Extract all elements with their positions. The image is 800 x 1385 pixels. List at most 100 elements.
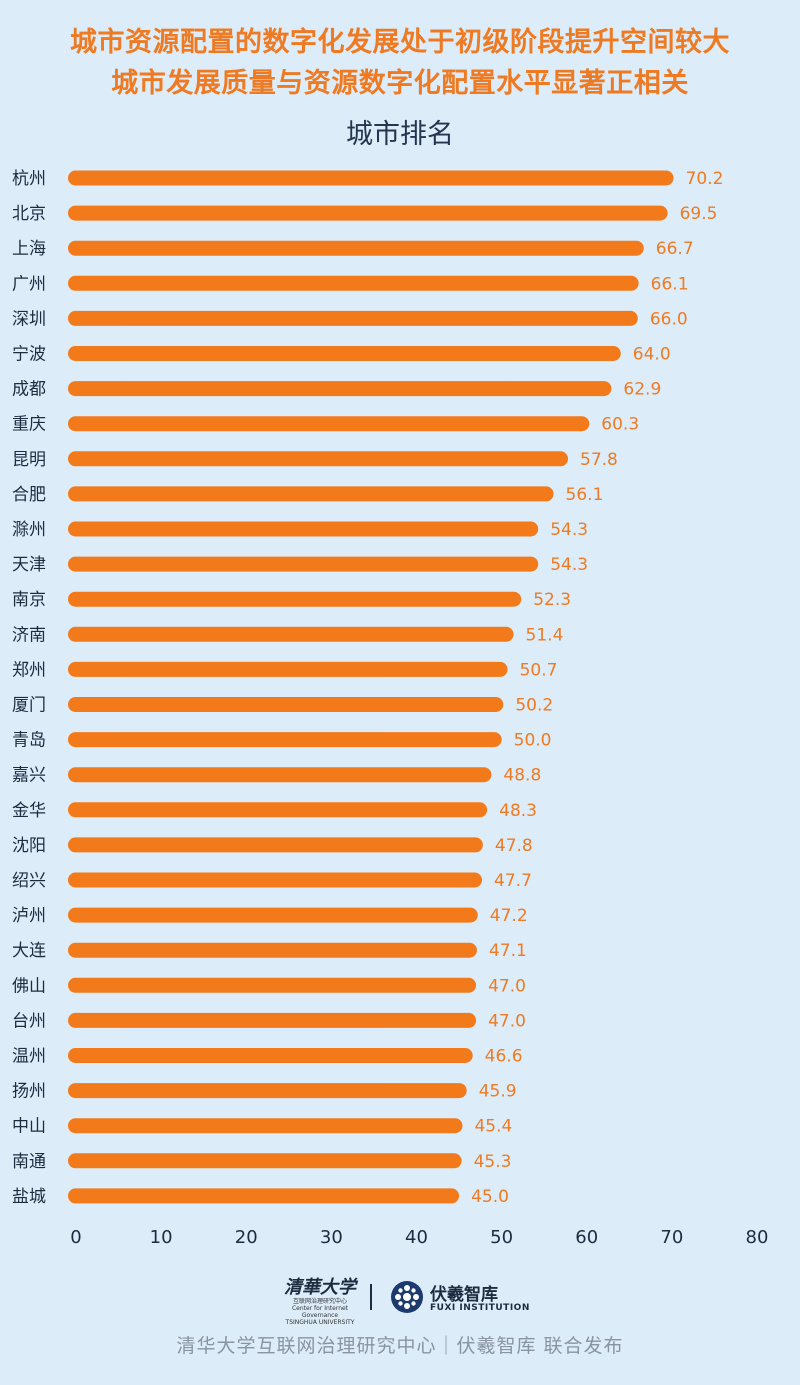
chart-title: 城市排名 xyxy=(346,119,454,150)
value-label: 47.2 xyxy=(490,906,528,926)
x-tick-label: 20 xyxy=(235,1227,258,1248)
value-label: 54.3 xyxy=(550,555,588,575)
bar xyxy=(68,1118,463,1134)
value-label: 57.8 xyxy=(580,450,618,470)
bar xyxy=(68,1188,460,1204)
category-label: 南通 xyxy=(12,1152,46,1172)
category-label: 台州 xyxy=(12,1011,46,1031)
category-label: 金华 xyxy=(12,801,46,821)
tsinghua-logo-sub-3: TSINGHUA UNIVERSITY xyxy=(285,1319,355,1326)
footer-credit: 清华大学互联网治理研究中心｜伏羲智库 联合发布 xyxy=(176,1335,624,1357)
category-label: 北京 xyxy=(12,204,46,224)
tsinghua-logo-sub-1: 互联网治理研究中心 xyxy=(292,1298,347,1305)
value-label: 48.8 xyxy=(503,766,541,786)
value-label: 47.7 xyxy=(494,871,532,891)
value-label: 50.2 xyxy=(515,696,553,716)
bar xyxy=(68,451,569,467)
tsinghua-logo-text: 清華大学 xyxy=(284,1277,356,1298)
fuxi-logo-text: 伏羲智库 xyxy=(430,1285,498,1305)
bar xyxy=(68,837,483,853)
value-label: 60.3 xyxy=(601,415,639,435)
bar xyxy=(68,416,590,432)
x-tick-label: 60 xyxy=(575,1227,598,1248)
value-label: 47.0 xyxy=(488,1011,526,1031)
bar xyxy=(68,661,508,677)
tsinghua-logo-sub-2: Center for Internet Governance xyxy=(291,1305,349,1319)
category-label: 成都 xyxy=(12,380,46,400)
value-label: 66.7 xyxy=(656,239,694,259)
x-tick-label: 80 xyxy=(746,1227,769,1248)
bar xyxy=(68,591,522,607)
bar xyxy=(68,170,674,186)
category-label: 青岛 xyxy=(12,731,46,751)
category-label: 宁波 xyxy=(12,345,46,365)
x-tick-label: 40 xyxy=(405,1227,428,1248)
bar xyxy=(68,767,492,783)
value-label: 50.7 xyxy=(520,660,558,680)
logo-strip: 清華大学 互联网治理研究中心 Center for Internet Gover… xyxy=(0,1278,800,1327)
bar xyxy=(68,626,514,642)
headline-line-1: 城市资源配置的数字化发展处于初级阶段提升空间较大 xyxy=(70,27,730,58)
value-label: 47.1 xyxy=(489,941,527,961)
value-label: 66.0 xyxy=(650,309,688,329)
category-label: 扬州 xyxy=(12,1082,46,1102)
fuxi-emblem-icon xyxy=(391,1281,423,1313)
value-label: 52.3 xyxy=(533,590,571,610)
category-label: 中山 xyxy=(12,1117,46,1137)
headline-line-2: 城市发展质量与资源数字化配置水平显著正相关 xyxy=(111,68,689,99)
bar xyxy=(68,205,668,221)
x-tick-label: 50 xyxy=(490,1227,513,1248)
bar xyxy=(68,977,477,993)
value-label: 70.2 xyxy=(686,169,724,189)
bar xyxy=(68,732,502,748)
category-label: 重庆 xyxy=(12,415,46,435)
bar xyxy=(68,1083,467,1099)
x-tick-label: 0 xyxy=(70,1227,81,1248)
bar xyxy=(68,486,554,502)
value-label: 45.3 xyxy=(474,1152,512,1172)
category-label: 合肥 xyxy=(12,485,46,505)
value-label: 56.1 xyxy=(566,485,604,505)
category-label: 大连 xyxy=(12,941,46,961)
category-label: 郑州 xyxy=(12,660,46,680)
value-label: 51.4 xyxy=(526,625,564,645)
value-label: 46.6 xyxy=(485,1047,523,1067)
category-label: 佛山 xyxy=(12,976,46,996)
category-label: 厦门 xyxy=(12,696,46,716)
value-label: 50.0 xyxy=(514,731,552,751)
fuxi-logo-english: FUXI INSTITUTION xyxy=(430,1303,530,1313)
bar xyxy=(68,310,638,326)
category-label: 盐城 xyxy=(12,1187,46,1207)
value-label: 48.3 xyxy=(499,801,537,821)
value-label: 69.5 xyxy=(680,204,718,224)
bar xyxy=(68,872,483,888)
value-label: 54.3 xyxy=(550,520,588,540)
x-tick-label: 70 xyxy=(660,1227,683,1248)
category-label: 广州 xyxy=(12,274,46,294)
value-label: 62.9 xyxy=(623,380,661,400)
bar xyxy=(68,907,478,923)
x-tick-label: 10 xyxy=(150,1227,173,1248)
category-label: 济南 xyxy=(12,625,46,645)
bar xyxy=(68,1048,473,1063)
bar xyxy=(68,275,639,291)
value-label: 45.0 xyxy=(471,1187,509,1207)
category-label: 天津 xyxy=(12,555,46,575)
tsinghua-logo: 清華大学 互联网治理研究中心 Center for Internet Gover… xyxy=(282,1277,358,1327)
bar xyxy=(68,1153,462,1169)
value-label: 47.0 xyxy=(488,976,526,996)
value-label: 47.8 xyxy=(495,836,533,856)
value-label: 45.9 xyxy=(479,1082,517,1102)
category-label: 沈阳 xyxy=(12,836,46,856)
bar xyxy=(68,346,621,361)
value-label: 45.4 xyxy=(474,1117,512,1137)
bar xyxy=(68,556,539,572)
bar xyxy=(68,521,539,537)
x-tick-label: 30 xyxy=(320,1227,343,1248)
category-label: 泸州 xyxy=(12,906,46,926)
category-label: 深圳 xyxy=(12,309,46,329)
category-label: 杭州 xyxy=(12,169,46,189)
bar xyxy=(68,381,612,397)
value-label: 64.0 xyxy=(633,345,671,365)
value-label: 66.1 xyxy=(651,274,689,294)
